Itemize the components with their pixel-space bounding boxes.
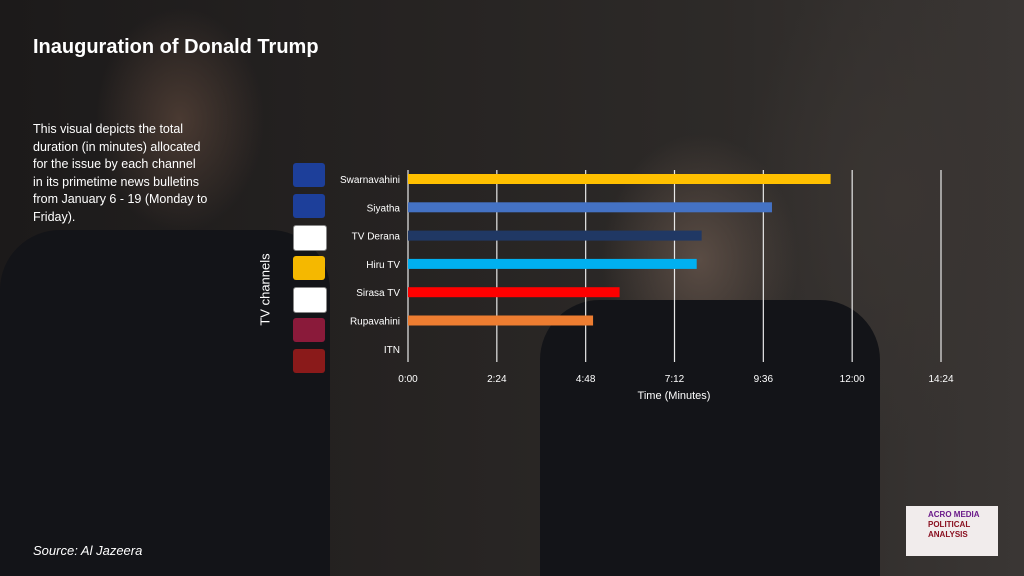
x-axis-label: Time (Minutes)	[638, 390, 711, 402]
background-figure	[540, 300, 880, 576]
y-tick-label: Siyatha	[367, 203, 401, 214]
x-tick-label: 2:24	[487, 374, 507, 385]
brand-line: ANALYSIS	[928, 530, 968, 539]
channel-logo-icon	[293, 163, 325, 187]
x-tick-label: 12:00	[840, 374, 865, 385]
y-tick-label: TV Derana	[352, 232, 401, 243]
channel-logo-icon	[293, 349, 325, 373]
y-tick-label: Sirasa TV	[356, 288, 400, 299]
page-title: Inauguration of Donald Trump	[33, 36, 319, 58]
x-tick-label: 14:24	[928, 374, 953, 385]
bar-swarnavahini	[408, 174, 831, 184]
channel-logo-icon	[293, 194, 325, 218]
brand-line: ACRO MEDIA	[928, 510, 980, 519]
bar-siyatha	[408, 202, 772, 213]
bar-sirasa-tv	[408, 287, 620, 298]
x-tick-label: 4:48	[576, 374, 596, 385]
y-tick-label: ITN	[384, 345, 400, 356]
bar-rupavahini	[408, 315, 594, 326]
description: This visual depicts the total duration (…	[33, 122, 208, 224]
source-note: Source: Al Jazeera	[33, 543, 143, 558]
x-tick-label: 9:36	[754, 374, 774, 385]
brand-line: POLITICAL	[928, 520, 971, 529]
acro-media-logo: ACRO MEDIA POLITICAL ANALYSIS	[906, 506, 998, 556]
y-tick-label: Rupavahini	[350, 317, 400, 328]
background-figure	[0, 230, 330, 576]
channel-logo-icon	[293, 287, 327, 313]
y-tick-label: Hiru TV	[366, 260, 400, 271]
channel-logo-icon	[293, 256, 325, 280]
x-tick-label: 7:12	[665, 374, 685, 385]
bar-tv-derana	[408, 230, 702, 241]
channel-logo-icon	[293, 318, 325, 342]
y-tick-label: Swarnavahini	[340, 175, 400, 186]
channel-logo-icon	[293, 225, 327, 251]
x-tick-label: 0:00	[398, 374, 418, 385]
bar-hiru-tv	[408, 258, 697, 269]
